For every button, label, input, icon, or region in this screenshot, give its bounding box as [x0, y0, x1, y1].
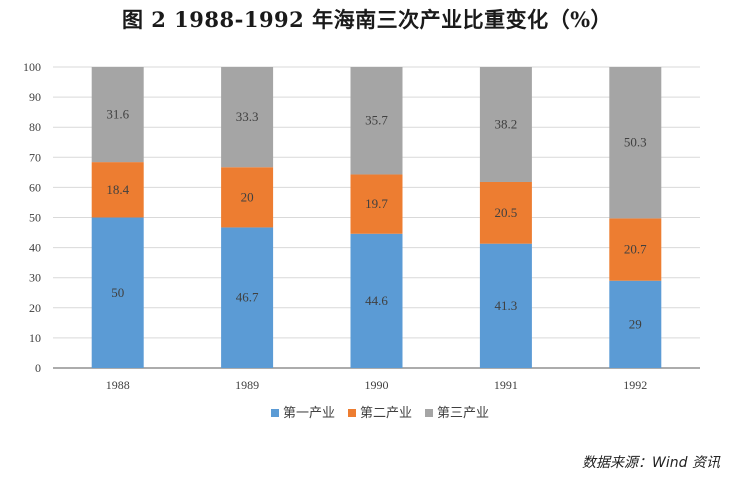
- y-tick-label: 20: [29, 301, 41, 315]
- data-label: 50: [111, 285, 124, 300]
- bar-segment: [350, 233, 403, 368]
- bar-segment: [350, 174, 403, 234]
- x-tick-label: 1991: [494, 378, 518, 392]
- bar-segment: [479, 243, 532, 368]
- bar-segment: [221, 227, 274, 368]
- bar-segment: [609, 67, 662, 219]
- data-label: 19.7: [365, 196, 388, 211]
- bar-segment: [91, 217, 144, 368]
- legend-label: 第三产业: [437, 405, 489, 420]
- bar-segment: [221, 67, 274, 168]
- data-label: 18.4: [106, 182, 129, 197]
- data-label: 41.3: [495, 298, 518, 313]
- data-label: 20.5: [495, 205, 518, 220]
- data-label: 33.3: [236, 109, 259, 124]
- bar-segment: [91, 162, 144, 218]
- data-label: 20.7: [624, 242, 647, 257]
- y-tick-label: 70: [29, 150, 41, 164]
- y-tick-label: 90: [29, 90, 41, 104]
- y-tick-label: 100: [23, 60, 41, 74]
- y-tick-label: 10: [29, 331, 41, 345]
- data-label: 46.7: [236, 290, 259, 305]
- data-label: 44.6: [365, 293, 388, 308]
- x-tick-label: 1992: [623, 378, 647, 392]
- y-tick-label: 0: [35, 361, 41, 375]
- data-label: 20: [241, 189, 254, 204]
- data-label: 31.6: [106, 107, 129, 122]
- legend-label: 第二产业: [360, 405, 412, 420]
- legend-swatch: [348, 409, 356, 417]
- data-label: 29: [629, 316, 642, 331]
- bar-segment: [479, 67, 532, 182]
- y-tick-label: 40: [29, 241, 41, 255]
- y-tick-label: 50: [29, 211, 41, 225]
- bar-segment: [91, 67, 144, 163]
- chart-title: 图 2 1988-1992 年海南三次产业比重变化（%）: [121, 7, 613, 32]
- data-label: 50.3: [624, 135, 647, 150]
- legend-swatch: [425, 409, 433, 417]
- y-tick-label: 60: [29, 180, 41, 194]
- bar-segment: [609, 218, 662, 281]
- bar-segment: [479, 181, 532, 244]
- stacked-bar-chart: 0 10 20 30 40 50 60 70 80 90 100 50 18.4 31.6 1988 46.7…: [23, 60, 700, 420]
- legend-swatch: [271, 409, 279, 417]
- y-tick-label: 80: [29, 120, 41, 134]
- data-label: 38.2: [495, 116, 518, 131]
- data-label: 35.7: [365, 113, 388, 128]
- x-tick-label: 1988: [106, 378, 130, 392]
- x-tick-label: 1990: [365, 378, 389, 392]
- bar-segment: [221, 167, 274, 228]
- x-tick-label: 1989: [235, 378, 259, 392]
- y-tick-label: 30: [29, 271, 41, 285]
- source-note: 数据来源：Wind 资讯: [582, 455, 720, 471]
- legend-label: 第一产业: [283, 405, 335, 420]
- bar-segment: [350, 67, 403, 175]
- bar-segment: [609, 280, 662, 368]
